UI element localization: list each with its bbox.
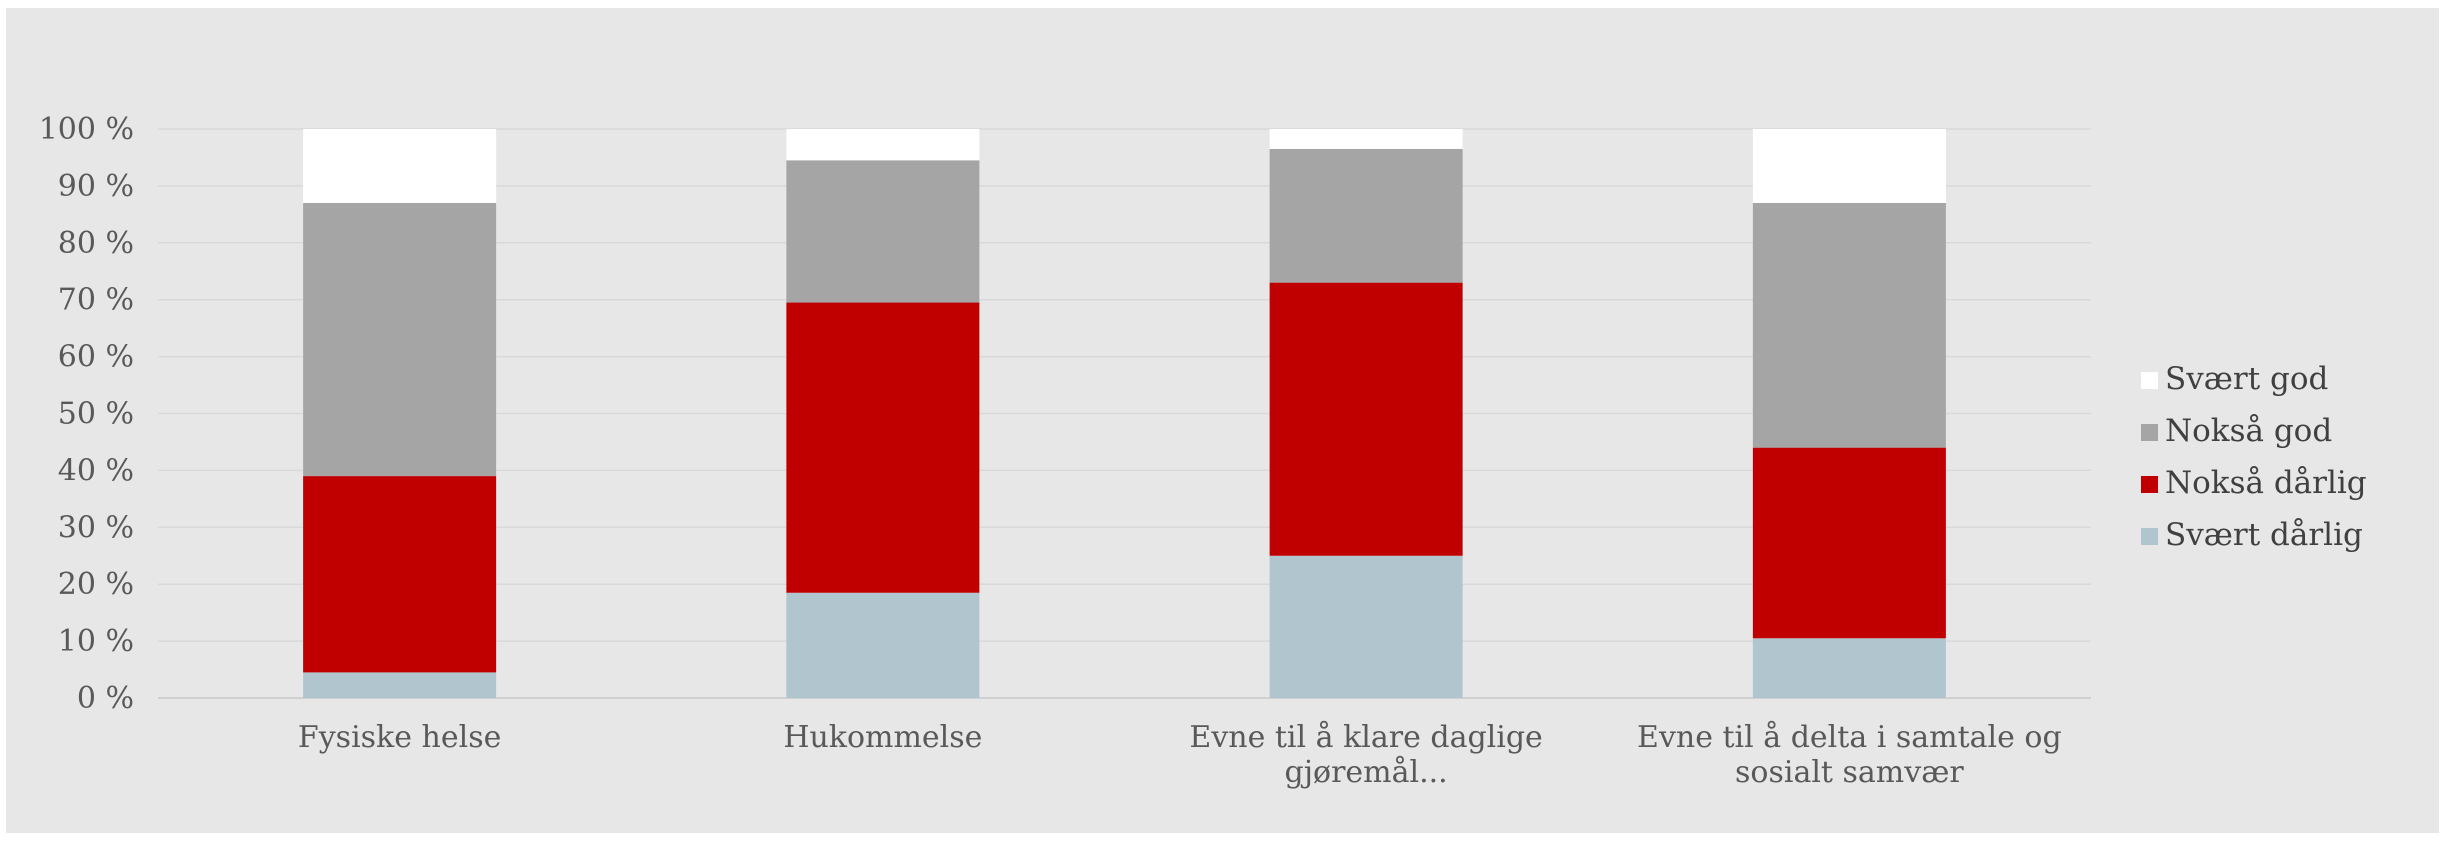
bars: [303, 129, 1946, 698]
y-tick-label: 0 %: [77, 681, 134, 716]
legend-swatch: [2141, 528, 2158, 545]
legend-label: Nokså god: [2165, 413, 2332, 449]
y-tick-label: 10 %: [58, 624, 134, 659]
bar-segment: [303, 129, 497, 203]
y-tick-label: 70 %: [58, 283, 134, 318]
bar-segment: [786, 160, 980, 303]
category-label: Evne til å klare daglige: [1189, 720, 1542, 755]
chart-area: 0 % 10 % 20 % 30 % 40 % 50 % 60 % 70 % 80 % 90 % 1…: [6, 8, 2439, 833]
legend-label: Nokså dårlig: [2165, 465, 2367, 501]
legend-swatch: [2141, 424, 2158, 441]
category-label: sosialt samvær: [1735, 755, 1964, 790]
y-axis-ticks: 0 % 10 % 20 % 30 % 40 % 50 % 60 % 70 % 80 % 90 % 1…: [39, 112, 134, 716]
legend-swatch: [2141, 476, 2158, 493]
y-tick-label: 20 %: [58, 567, 134, 602]
bar-segment: [1269, 282, 1463, 556]
legend-label: Svært god: [2165, 361, 2328, 397]
bar-segment: [1752, 447, 1946, 639]
bar-segment: [786, 302, 980, 593]
category-label: Hukommelse: [783, 720, 982, 755]
y-tick-label: 60 %: [58, 340, 134, 375]
y-tick-label: 90 %: [58, 169, 134, 204]
legend-label: Svært dårlig: [2165, 517, 2363, 553]
bar-segment: [786, 592, 980, 698]
bar-segment: [1269, 148, 1463, 283]
y-tick-label: 40 %: [58, 453, 134, 488]
bar-segment: [303, 202, 497, 477]
x-axis-labels: Fysiske helse Hukommelse Evne til å klare …: [298, 720, 2062, 790]
category-label: Evne til å delta i samtale og: [1637, 720, 2062, 755]
y-tick-label: 100 %: [39, 112, 134, 147]
category-label: gjøremål...: [1285, 755, 1448, 790]
bar-segment: [786, 129, 980, 161]
y-tick-label: 30 %: [58, 510, 134, 545]
y-tick-label: 80 %: [58, 226, 134, 261]
bar-segment: [1752, 638, 1946, 698]
legend: Svært god Nokså god Nokså dårlig Svært dårl…: [2141, 361, 2367, 553]
bar-segment: [1269, 555, 1463, 698]
stacked-bar-chart: 0 % 10 % 20 % 30 % 40 % 50 % 60 % 70 % 80 % 90 % 1…: [39, 112, 2367, 790]
bar-segment: [303, 672, 497, 698]
bar-segment: [1752, 202, 1946, 448]
category-label: Fysiske helse: [298, 720, 501, 755]
bar-segment: [1752, 129, 1946, 203]
bar-segment: [303, 476, 497, 673]
legend-swatch: [2141, 372, 2158, 389]
bar-segment: [1269, 129, 1463, 149]
y-tick-label: 50 %: [58, 397, 134, 432]
